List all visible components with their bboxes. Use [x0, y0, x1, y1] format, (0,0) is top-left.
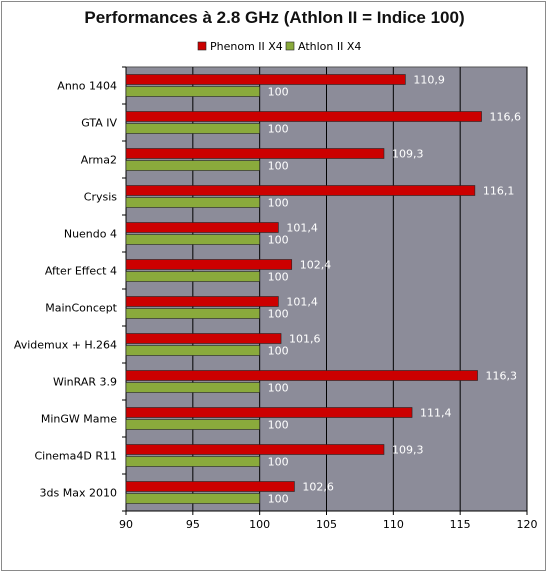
bar-phenom-avidemux-h-264 [125, 333, 282, 344]
bar-athlon-arma2 [125, 160, 260, 171]
bar-phenom-3ds-max-2010 [125, 481, 295, 492]
category-label-cinema4d-r11: Cinema4D R11 [34, 450, 117, 463]
category-label-mingw-mame: MinGW Mame [41, 413, 117, 426]
category-label-avidemux-h-264: Avidemux + H.264 [14, 339, 117, 352]
bar-phenom-mainconcept [125, 296, 279, 307]
value-label-phenom-after-effect-4: 102,4 [300, 259, 332, 272]
category-label-gta-iv: GTA IV [81, 117, 117, 130]
value-label-phenom-avidemux-h-264: 101,6 [289, 333, 321, 346]
value-label-phenom-3ds-max-2010: 102,6 [302, 481, 334, 494]
legend-label-phenom: Phenom II X4 [210, 40, 283, 53]
legend-label-athlon: Athlon II X4 [298, 40, 361, 53]
bar-phenom-cinema4d-r11 [125, 444, 385, 455]
legend-swatch-phenom [197, 41, 207, 51]
bar-phenom-crysis [125, 185, 476, 196]
legend-swatch-athlon [285, 41, 295, 51]
bar-athlon-anno-1404 [125, 86, 260, 97]
x-tick-label-120: 120 [517, 518, 538, 531]
x-tick-label-110: 110 [383, 518, 404, 531]
value-label-athlon-3ds-max-2010: 100 [268, 493, 289, 506]
category-label-mainconcept: MainConcept [45, 302, 117, 315]
bar-phenom-arma2 [125, 148, 385, 159]
chart-title: Performances à 2.8 GHz (Athlon II = Indi… [84, 8, 465, 27]
value-label-phenom-mingw-mame: 111,4 [420, 407, 452, 420]
category-label-winrar-3-9: WinRAR 3.9 [53, 376, 117, 389]
bar-athlon-mainconcept [125, 308, 260, 319]
bar-athlon-gta-iv [125, 123, 260, 134]
value-label-phenom-mainconcept: 101,4 [286, 296, 318, 309]
bar-athlon-winrar-3-9 [125, 382, 260, 393]
bar-athlon-3ds-max-2010 [125, 493, 260, 504]
bar-phenom-anno-1404 [125, 74, 406, 85]
x-tick-label-105: 105 [316, 518, 337, 531]
category-label-after-effect-4: After Effect 4 [45, 265, 117, 278]
value-label-athlon-winrar-3-9: 100 [268, 382, 289, 395]
bar-athlon-crysis [125, 197, 260, 208]
x-tick-label-95: 95 [186, 518, 200, 531]
category-label-anno-1404: Anno 1404 [57, 80, 117, 93]
bar-phenom-after-effect-4 [125, 259, 293, 270]
bar-phenom-winrar-3-9 [125, 370, 478, 381]
value-label-athlon-anno-1404: 100 [268, 86, 289, 99]
value-label-athlon-mingw-mame: 100 [268, 419, 289, 432]
bar-athlon-nuendo-4 [125, 234, 260, 245]
bar-phenom-nuendo-4 [125, 222, 279, 233]
value-label-athlon-arma2: 100 [268, 160, 289, 173]
value-label-phenom-winrar-3-9: 116,3 [486, 370, 518, 383]
value-label-phenom-arma2: 109,3 [392, 148, 424, 161]
value-label-athlon-crysis: 100 [268, 197, 289, 210]
bar-phenom-gta-iv [125, 111, 482, 122]
category-label-3ds-max-2010: 3ds Max 2010 [40, 487, 117, 500]
x-tick-label-100: 100 [249, 518, 270, 531]
value-label-athlon-nuendo-4: 100 [268, 234, 289, 247]
bar-athlon-cinema4d-r11 [125, 456, 260, 467]
value-label-phenom-crysis: 116,1 [483, 185, 515, 198]
value-label-phenom-nuendo-4: 101,4 [286, 222, 318, 235]
bar-athlon-avidemux-h-264 [125, 345, 260, 356]
value-label-athlon-gta-iv: 100 [268, 123, 289, 136]
value-label-athlon-mainconcept: 100 [268, 308, 289, 321]
bar-athlon-mingw-mame [125, 419, 260, 430]
value-label-athlon-avidemux-h-264: 100 [268, 345, 289, 358]
x-tick-label-115: 115 [450, 518, 471, 531]
category-label-nuendo-4: Nuendo 4 [64, 228, 117, 241]
bar-athlon-after-effect-4 [125, 271, 260, 282]
category-label-arma2: Arma2 [81, 154, 117, 167]
value-label-phenom-anno-1404: 110,9 [413, 74, 445, 87]
value-label-phenom-cinema4d-r11: 109,3 [392, 444, 424, 457]
x-tick-label-90: 90 [119, 518, 133, 531]
bar-phenom-mingw-mame [125, 407, 413, 418]
value-label-athlon-cinema4d-r11: 100 [268, 456, 289, 469]
value-label-phenom-gta-iv: 116,6 [490, 111, 522, 124]
value-label-athlon-after-effect-4: 100 [268, 271, 289, 284]
category-label-crysis: Crysis [84, 191, 118, 204]
